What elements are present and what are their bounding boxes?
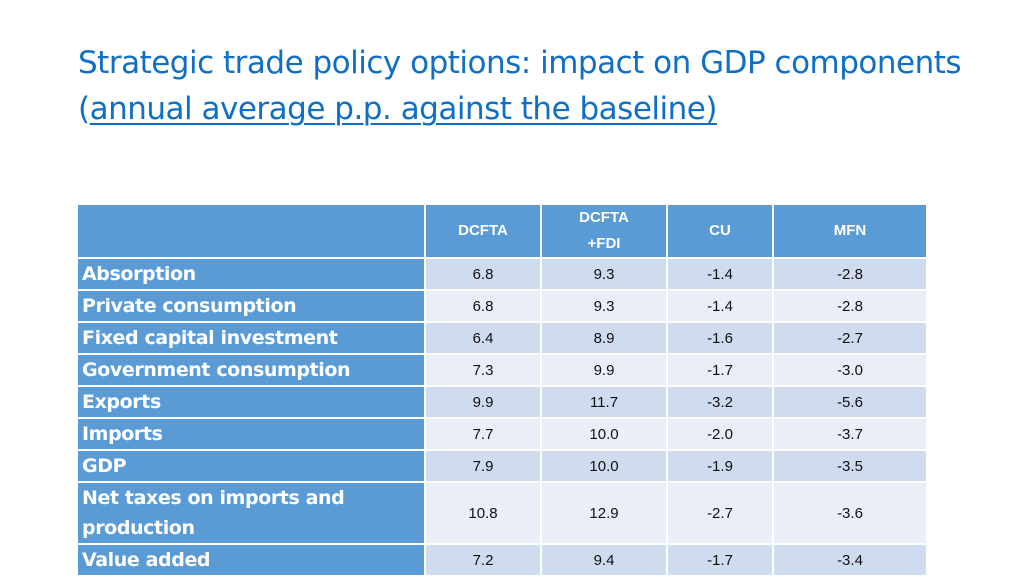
cell-dcfta-fdi: 8.9 [540, 321, 668, 355]
cell-mfn: -2.8 [772, 257, 928, 291]
table-row: Exports 9.9 11.7 -3.2 -5.6 [76, 385, 928, 419]
cell-dcfta-fdi: 9.3 [540, 257, 668, 291]
cell-dcfta: 6.8 [424, 257, 542, 291]
cell-dcfta-fdi: 10.0 [540, 417, 668, 451]
cell-mfn: -5.6 [772, 385, 928, 419]
table-body: Absorption 6.8 9.3 -1.4 -2.8 Private con… [76, 257, 928, 577]
cell-cu: -1.9 [666, 449, 774, 483]
cell-mfn: -3.0 [772, 353, 928, 387]
cell-dcfta-fdi: 9.9 [540, 353, 668, 387]
table-row: Fixed capital investment 6.4 8.9 -1.6 -2… [76, 321, 928, 355]
row-label: Exports [76, 385, 426, 419]
table-row: Government consumption 7.3 9.9 -1.7 -3.0 [76, 353, 928, 387]
table-row: Net taxes on imports and production 10.8… [76, 481, 928, 545]
cell-dcfta-fdi: 12.9 [540, 481, 668, 545]
header-dcfta-fdi: DCFTA +FDI [540, 203, 668, 259]
cell-mfn: -3.6 [772, 481, 928, 545]
cell-dcfta: 7.9 [424, 449, 542, 483]
row-label: Government consumption [76, 353, 426, 387]
row-label: Fixed capital investment [76, 321, 426, 355]
header-cu: CU [666, 203, 774, 259]
row-label: Imports [76, 417, 426, 451]
header-mfn: MFN [772, 203, 928, 259]
slide-title: Strategic trade policy options: impact o… [78, 40, 978, 132]
cell-dcfta: 9.9 [424, 385, 542, 419]
table-header: DCFTA DCFTA +FDI CU MFN [76, 203, 928, 259]
header-blank [76, 203, 426, 259]
cell-dcfta: 6.4 [424, 321, 542, 355]
table-row: Value added 7.2 9.4 -1.7 -3.4 [76, 543, 928, 577]
row-label: GDP [76, 449, 426, 483]
cell-dcfta: 7.3 [424, 353, 542, 387]
cell-mfn: -3.7 [772, 417, 928, 451]
row-label: Private consumption [76, 289, 426, 323]
cell-mfn: -2.8 [772, 289, 928, 323]
table-row: Imports 7.7 10.0 -2.0 -3.7 [76, 417, 928, 451]
table-row: GDP 7.9 10.0 -1.9 -3.5 [76, 449, 928, 483]
cell-dcfta: 7.2 [424, 543, 542, 577]
row-label: Absorption [76, 257, 426, 291]
cell-cu: -2.7 [666, 481, 774, 545]
row-label: Net taxes on imports and production [76, 481, 426, 545]
cell-cu: -1.6 [666, 321, 774, 355]
table-row: Private consumption 6.8 9.3 -1.4 -2.8 [76, 289, 928, 323]
header-dcfta-fdi-label: DCFTA +FDI [579, 209, 629, 252]
cell-mfn: -3.5 [772, 449, 928, 483]
title-underlined: annual average p.p. against the baseline… [89, 91, 718, 127]
cell-cu: -1.7 [666, 543, 774, 577]
cell-dcfta-fdi: 9.4 [540, 543, 668, 577]
results-table: DCFTA DCFTA +FDI CU MFN Absorption 6.8 9… [76, 203, 928, 577]
cell-cu: -1.4 [666, 289, 774, 323]
cell-dcfta-fdi: 11.7 [540, 385, 668, 419]
title-main: Strategic trade policy options: impact o… [78, 45, 962, 127]
cell-dcfta-fdi: 10.0 [540, 449, 668, 483]
cell-cu: -1.7 [666, 353, 774, 387]
header-dcfta: DCFTA [424, 203, 542, 259]
cell-cu: -2.0 [666, 417, 774, 451]
table-row: Absorption 6.8 9.3 -1.4 -2.8 [76, 257, 928, 291]
cell-dcfta: 7.7 [424, 417, 542, 451]
row-label: Value added [76, 543, 426, 577]
cell-cu: -1.4 [666, 257, 774, 291]
cell-mfn: -3.4 [772, 543, 928, 577]
cell-cu: -3.2 [666, 385, 774, 419]
cell-dcfta: 10.8 [424, 481, 542, 545]
cell-dcfta-fdi: 9.3 [540, 289, 668, 323]
cell-dcfta: 6.8 [424, 289, 542, 323]
cell-mfn: -2.7 [772, 321, 928, 355]
header-row: DCFTA DCFTA +FDI CU MFN [76, 203, 928, 259]
